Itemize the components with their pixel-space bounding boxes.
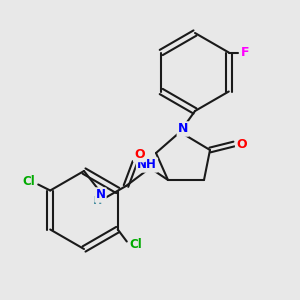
Text: NH: NH xyxy=(137,158,157,172)
Text: H: H xyxy=(93,196,102,206)
Text: O: O xyxy=(236,137,247,151)
Text: Cl: Cl xyxy=(129,238,142,251)
Text: Cl: Cl xyxy=(23,175,36,188)
Text: N: N xyxy=(178,122,188,136)
Text: F: F xyxy=(241,46,250,59)
Text: N: N xyxy=(95,188,106,202)
Text: O: O xyxy=(134,148,145,161)
